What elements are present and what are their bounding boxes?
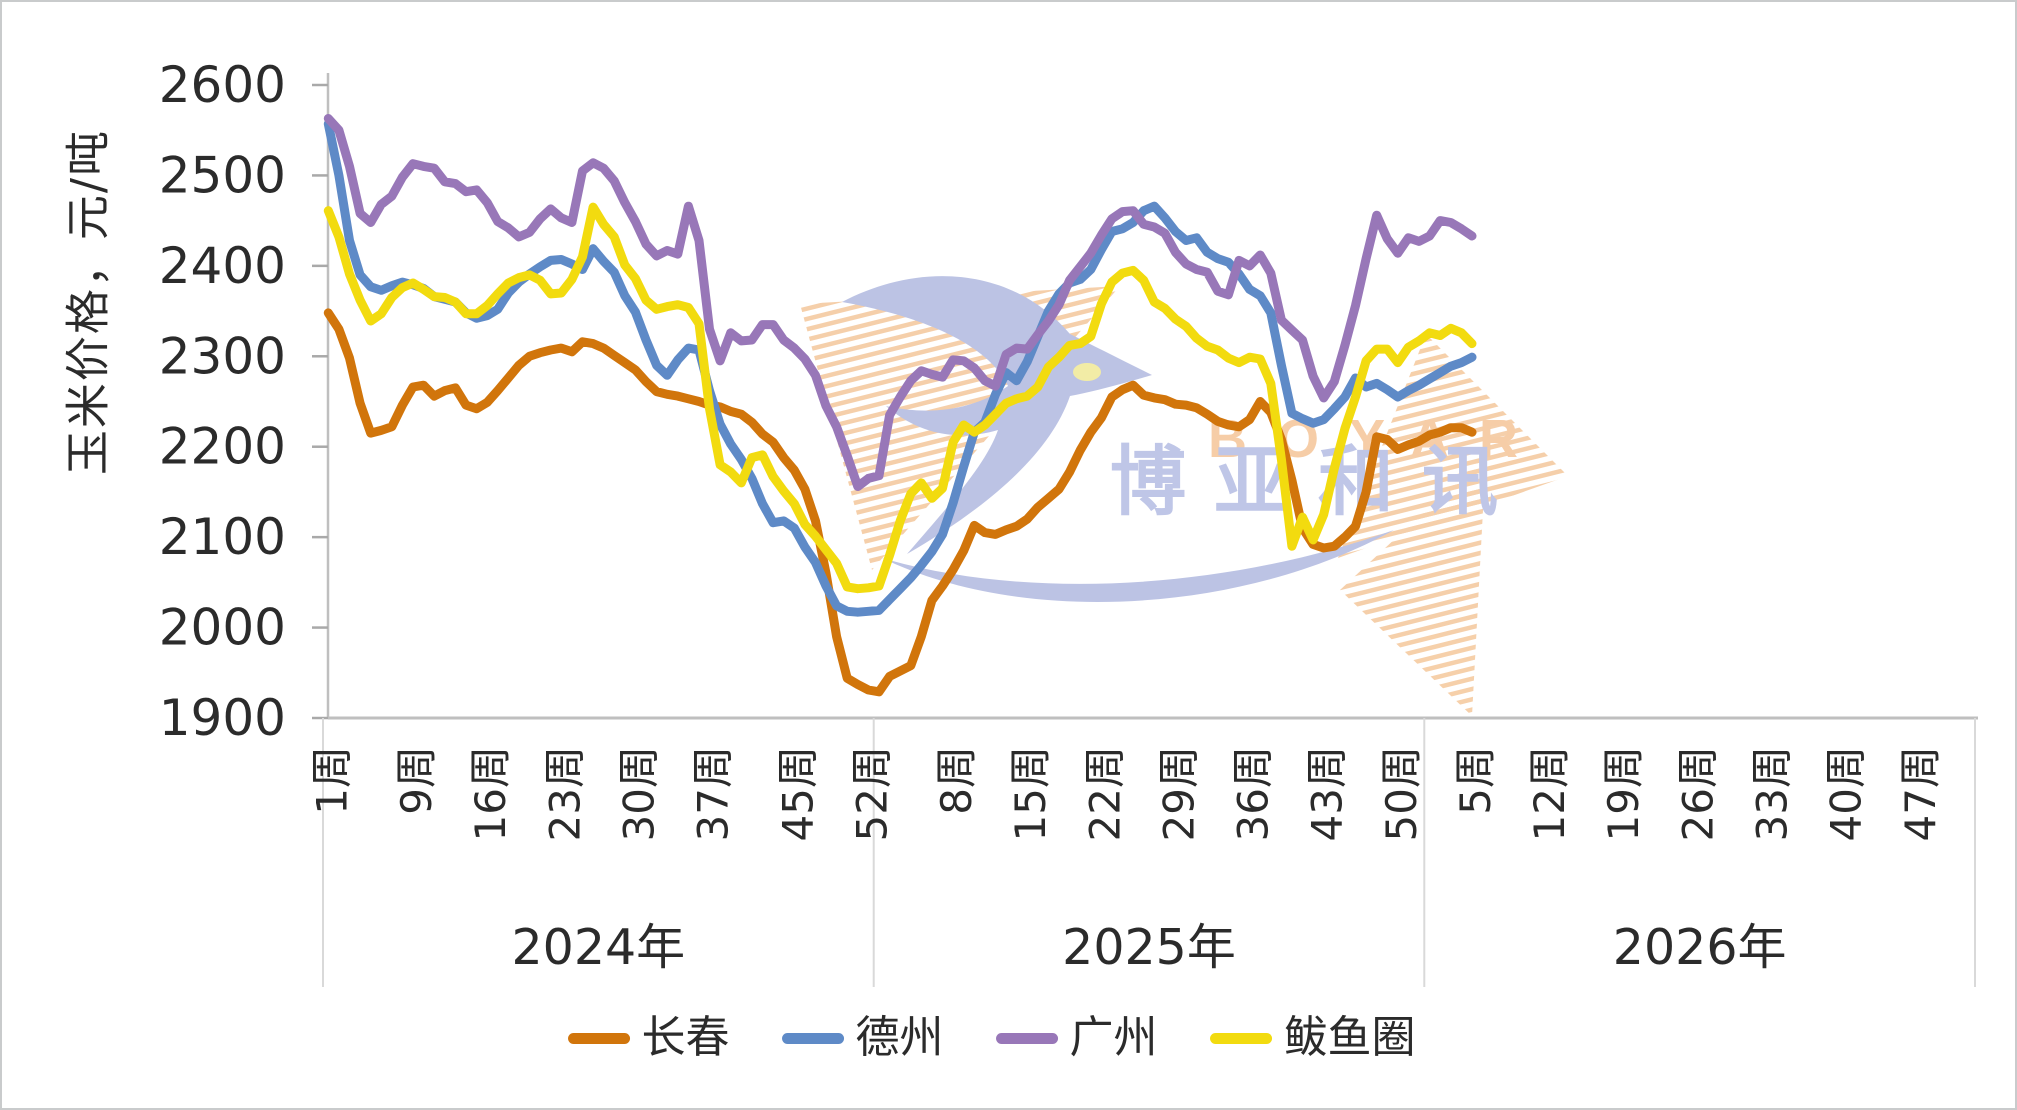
x-week-label: 50周	[1377, 746, 1426, 841]
x-week-label: 22周	[1080, 746, 1129, 841]
x-week-label: 30周	[614, 746, 663, 841]
watermark-latin-text: BOYAR	[1208, 409, 1548, 469]
x-year-label: 2024年	[511, 919, 685, 976]
legend-swatch-鲅鱼圈	[1209, 1032, 1272, 1044]
watermark-bird-eye	[1073, 363, 1101, 381]
y-tick-label: 2100	[159, 508, 286, 566]
x-week-label: 33周	[1747, 746, 1796, 841]
x-week-label: 1周	[307, 746, 356, 815]
y-tick-label: 2600	[159, 56, 286, 114]
legend-label-广州: 广州	[1069, 1012, 1158, 1063]
legend-item-广州[interactable]: 广州	[995, 1012, 1158, 1063]
x-week-label: 45周	[773, 746, 822, 841]
x-year-label: 2026年	[1613, 919, 1787, 976]
legend-label-德州: 德州	[855, 1012, 944, 1063]
x-week-label: 29周	[1154, 746, 1203, 841]
x-week-label: 43周	[1303, 746, 1352, 841]
x-week-label: 40周	[1822, 746, 1871, 841]
x-week-label: 9周	[392, 746, 441, 815]
legend-swatch-长春	[567, 1032, 630, 1044]
series-line-广州	[323, 114, 1477, 491]
y-tick-label: 2400	[159, 237, 286, 295]
legend-swatch-广州	[995, 1032, 1058, 1044]
watermark-bird-tail-swoosh	[882, 530, 1394, 602]
x-week-label: 37周	[689, 746, 738, 841]
legend-label-鲅鱼圈: 鲅鱼圈	[1283, 1012, 1416, 1063]
y-tick-label: 2300	[159, 327, 286, 385]
x-week-label: 12周	[1525, 746, 1574, 841]
y-tick-label: 2500	[159, 146, 286, 204]
legend-label-长春: 长春	[641, 1012, 730, 1063]
y-tick-label: 2200	[159, 418, 286, 476]
watermark-cjk-text: 博亚和讯	[1110, 437, 1526, 526]
y-tick-label: 2000	[159, 599, 286, 657]
x-week-label: 5周	[1451, 746, 1500, 815]
x-week-label: 26周	[1673, 746, 1722, 841]
x-week-label: 19周	[1599, 746, 1648, 841]
x-week-label: 16周	[466, 746, 515, 841]
legend-item-长春[interactable]: 长春	[567, 1012, 730, 1063]
axes: 1900 2000 2100 2200 2300 2400 2500 2600 1周 9周 16周 2…	[159, 56, 1978, 987]
x-year-label: 2025年	[1062, 919, 1236, 976]
legend-swatch-德州	[781, 1032, 844, 1044]
x-week-label: 47周	[1896, 746, 1945, 841]
y-tick-label: 1900	[159, 689, 286, 747]
watermark-wing-stripes-lower	[1340, 454, 1486, 716]
watermark-wing-stripes-right	[1338, 334, 1568, 558]
x-week-label: 15周	[1006, 746, 1055, 841]
x-week-label: 23周	[540, 746, 589, 841]
x-week-label: 52周	[847, 746, 896, 841]
series-line-鲅鱼圈	[323, 202, 1477, 594]
x-week-label: 8周	[932, 746, 981, 815]
x-week-label: 36周	[1229, 746, 1278, 841]
legend: 长春 德州 广州 鲅鱼圈	[567, 1012, 1416, 1063]
legend-item-德州[interactable]: 德州	[781, 1012, 944, 1063]
legend-item-鲅鱼圈[interactable]: 鲅鱼圈	[1209, 1012, 1416, 1063]
